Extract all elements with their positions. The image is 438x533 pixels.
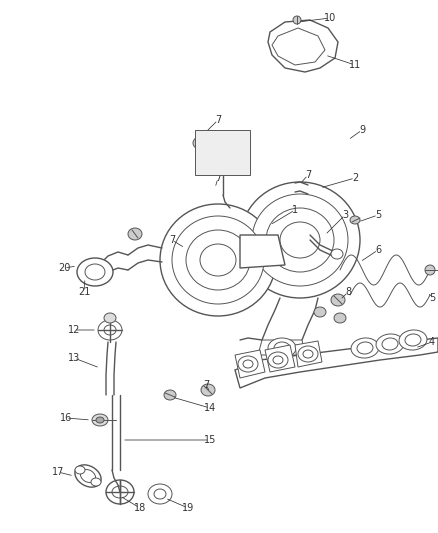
Text: 7: 7 [215, 173, 221, 183]
Ellipse shape [268, 352, 288, 368]
Text: 5: 5 [429, 293, 435, 303]
Ellipse shape [75, 465, 101, 487]
Ellipse shape [425, 265, 435, 275]
Polygon shape [295, 341, 322, 367]
Text: 19: 19 [182, 503, 194, 513]
Ellipse shape [405, 334, 421, 346]
Ellipse shape [154, 489, 166, 499]
Ellipse shape [266, 208, 334, 272]
Polygon shape [272, 28, 325, 65]
Polygon shape [268, 20, 338, 72]
Ellipse shape [160, 204, 276, 316]
Ellipse shape [92, 414, 108, 426]
Ellipse shape [280, 222, 320, 258]
Text: 5: 5 [375, 210, 381, 220]
Ellipse shape [148, 484, 172, 504]
Text: 14: 14 [204, 403, 216, 413]
Ellipse shape [98, 320, 122, 340]
Ellipse shape [273, 356, 283, 364]
Text: 3: 3 [342, 210, 348, 220]
Ellipse shape [75, 466, 85, 474]
Ellipse shape [298, 346, 318, 362]
Ellipse shape [200, 137, 210, 147]
Text: 4: 4 [429, 337, 435, 347]
Text: 13: 13 [68, 353, 80, 363]
Ellipse shape [77, 258, 113, 286]
Ellipse shape [81, 470, 95, 482]
Text: 7: 7 [203, 380, 209, 390]
Ellipse shape [334, 313, 346, 323]
Ellipse shape [128, 228, 142, 240]
Text: 12: 12 [68, 325, 80, 335]
Polygon shape [235, 338, 438, 388]
Ellipse shape [331, 249, 343, 259]
Text: 16: 16 [60, 413, 72, 423]
Ellipse shape [382, 338, 398, 350]
Ellipse shape [199, 136, 211, 148]
Text: 17: 17 [52, 467, 64, 477]
Ellipse shape [303, 350, 313, 358]
Ellipse shape [376, 334, 404, 354]
Text: 8: 8 [345, 287, 351, 297]
Text: 11: 11 [349, 60, 361, 70]
Polygon shape [265, 345, 295, 372]
Polygon shape [195, 130, 250, 175]
Ellipse shape [106, 480, 134, 504]
Text: 9: 9 [359, 125, 365, 135]
Text: 1: 1 [292, 205, 298, 215]
Ellipse shape [104, 313, 116, 323]
Polygon shape [240, 235, 285, 268]
Ellipse shape [200, 244, 236, 276]
Text: 7: 7 [305, 170, 311, 180]
Ellipse shape [268, 338, 296, 358]
Ellipse shape [91, 478, 101, 486]
Text: 20: 20 [58, 263, 70, 273]
Ellipse shape [172, 216, 264, 304]
Ellipse shape [240, 182, 360, 298]
Ellipse shape [112, 486, 128, 498]
Ellipse shape [104, 325, 116, 335]
Text: 2: 2 [352, 173, 358, 183]
Ellipse shape [357, 342, 373, 354]
Text: 7: 7 [215, 115, 221, 125]
Ellipse shape [293, 16, 301, 24]
Polygon shape [258, 340, 305, 355]
Text: 10: 10 [324, 13, 336, 23]
Ellipse shape [238, 356, 258, 372]
Ellipse shape [274, 342, 290, 354]
Text: 6: 6 [375, 245, 381, 255]
Ellipse shape [331, 294, 345, 306]
Ellipse shape [96, 417, 104, 423]
Ellipse shape [399, 330, 427, 350]
Text: 7: 7 [169, 235, 175, 245]
Ellipse shape [243, 360, 253, 368]
Ellipse shape [252, 194, 348, 286]
Text: 21: 21 [78, 287, 90, 297]
Text: 18: 18 [134, 503, 146, 513]
Ellipse shape [350, 216, 360, 224]
Polygon shape [235, 350, 265, 378]
Ellipse shape [186, 230, 250, 290]
Text: 15: 15 [204, 435, 216, 445]
Ellipse shape [85, 264, 105, 280]
Ellipse shape [201, 384, 215, 396]
Ellipse shape [164, 390, 176, 400]
Ellipse shape [314, 307, 326, 317]
Ellipse shape [351, 338, 379, 358]
Ellipse shape [193, 137, 207, 149]
